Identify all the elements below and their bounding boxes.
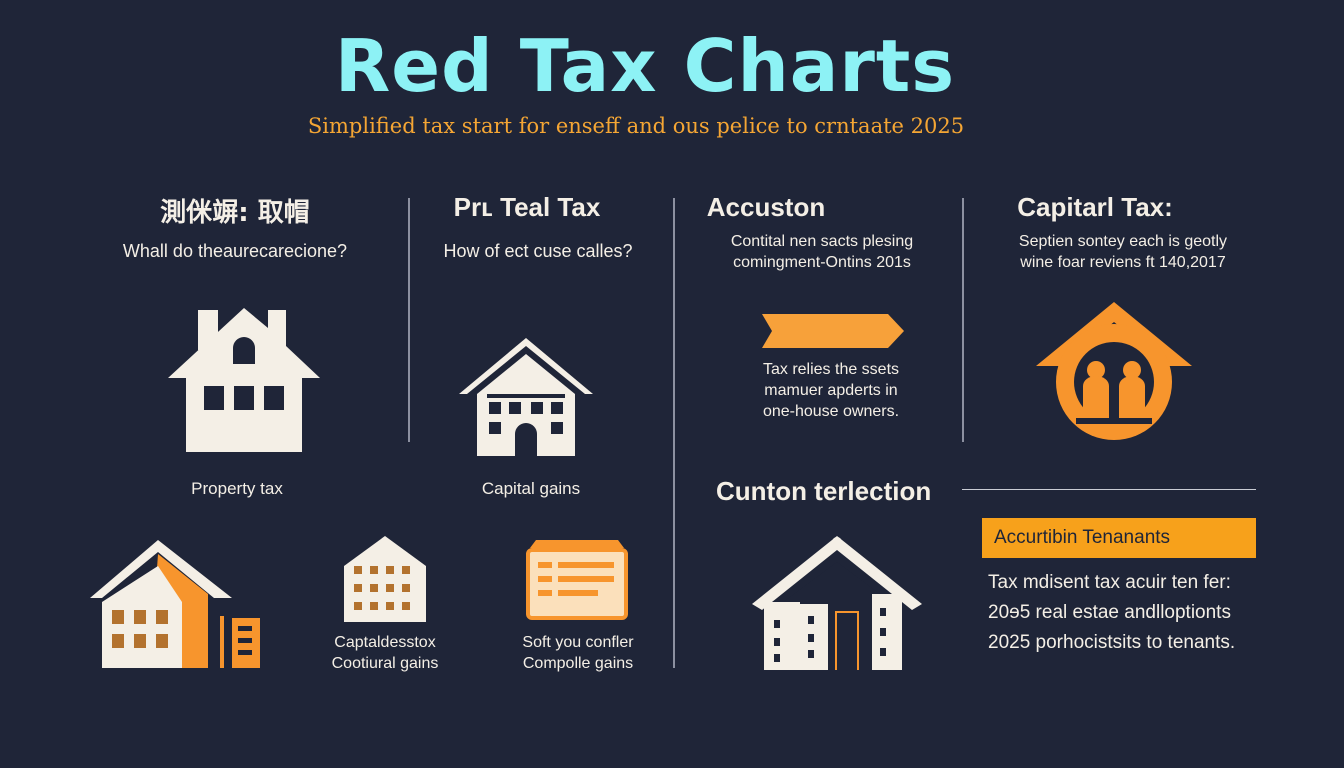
caption-capital-gains: Capital gains [481,479,581,498]
section-rule [962,489,1256,490]
caption-line: Soft you confler [522,634,634,651]
section-title: Cunton terlection [716,476,932,506]
column-line: Contital nen sacts plesing [730,233,914,250]
column-title-1: 測侎竮: 取帽 [160,198,310,228]
caption-bottom-2: Soft you confler Compolle gains [496,632,660,674]
section-lines: Tax mdisent tax acuir ten fer: 20ɘ5 real… [988,568,1288,658]
note-line: one-house owners. [762,403,900,420]
roof-building-icon [752,536,922,670]
column-line: comingment-Ontins 201s [733,254,911,271]
column-divider [962,198,964,442]
section-line: 2025 porhocistsits to tenants. [988,632,1236,653]
column-lines-3: Contital nen sacts plesing comingment-On… [700,231,944,273]
column-title-4: Capitarl Tax: [1017,192,1173,222]
column-question-1: Whall do theaurecarecione? [122,241,348,261]
column-line: Septien sontey each is geotly [1018,233,1228,250]
column-lines-4: Septien sontey each is geotly wine foar … [990,231,1256,273]
column-title-2: Prʟ Teal Tax [453,192,601,222]
page-subtitle: Simplified tax start for enseff and ous … [307,114,965,138]
note-line: mamuer apderts in [764,382,898,399]
apartment-icon [90,540,262,670]
tenants-banner: Accurtibin Tenanants [982,518,1256,558]
column-line: wine foar reviens ft 140,2017 [1020,254,1226,271]
note-line: Tax relies the ssets [762,361,900,378]
column-question-2: How of ect cuse calles? [443,241,633,261]
caption-line: Compolle gains [522,655,634,672]
caption-property-tax: Property tax [191,479,283,498]
column-title-3: Accuston [706,192,826,222]
arrow-banner-icon [762,314,904,348]
building-icon [457,336,595,456]
people-home-icon [1036,300,1192,442]
accuston-note: Tax relies the ssets mamuer apderts in o… [736,359,926,422]
page-title: Red Tax Charts [334,24,956,108]
section-line: 20ɘ5 real estae andlloptionts [988,602,1231,623]
column-divider [408,198,410,442]
caption-line: Cootiural gains [331,655,439,672]
caption-bottom-1: Captaldesstox Cootiural gains [310,632,460,674]
column-divider [673,198,675,668]
caption-line: Captaldesstox [334,634,436,651]
house-icon [166,306,322,454]
building-icon [344,536,426,622]
document-icon [526,540,628,620]
section-line: Tax mdisent tax acuir ten fer: [988,572,1231,593]
